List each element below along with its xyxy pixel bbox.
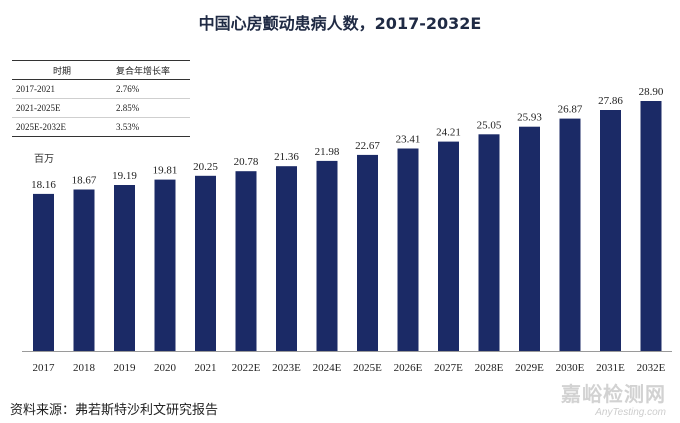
cagr-period: 2017-2021	[12, 79, 112, 99]
watermark-en: AnyTesting.com	[595, 407, 666, 418]
cagr-table-row: 2017-2021 2.76%	[12, 79, 190, 99]
data-label: 19.19	[112, 170, 137, 182]
bar-2023E	[276, 166, 297, 351]
x-tick-label: 2026E	[394, 362, 423, 374]
x-tick-label: 2032E	[637, 362, 666, 374]
cagr-period: 2021-2025E	[12, 98, 112, 118]
bar-2022E	[235, 171, 257, 351]
data-label: 25.05	[477, 119, 502, 131]
data-label: 25.93	[517, 112, 542, 124]
x-tick-label: 2018	[73, 362, 96, 374]
bar-2019	[114, 185, 135, 351]
data-label: 28.90	[639, 86, 664, 98]
bar-2027E	[438, 141, 459, 351]
cagr-table-row: 2021-2025E 2.85%	[12, 98, 190, 118]
bar-2018	[73, 189, 95, 351]
x-tick-label: 2025E	[353, 362, 382, 374]
data-label: 21.98	[315, 146, 340, 158]
x-tick-label: 2031E	[596, 362, 625, 374]
cagr-table: 时期 复合年增长率 2017-2021 2.76% 2021-2025E 2.8…	[12, 60, 190, 137]
watermark-cn: 嘉峪检测网	[561, 382, 666, 406]
cagr-rate: 2.76%	[112, 79, 190, 99]
bar-2017	[33, 193, 54, 351]
data-label: 18.16	[31, 179, 56, 191]
x-tick-label: 2030E	[556, 362, 585, 374]
data-label: 19.81	[153, 165, 178, 177]
data-label: 27.86	[598, 95, 623, 107]
cagr-header-rate: 复合年增长率	[112, 60, 190, 80]
bar-2031E	[600, 110, 621, 351]
cagr-rate: 2.85%	[112, 98, 190, 118]
cagr-table-row: 2025E-2032E 3.53%	[12, 117, 190, 137]
watermark: 嘉峪检测网 AnyTesting.com	[561, 378, 666, 418]
data-label: 24.21	[436, 127, 461, 139]
x-tick-label: 2023E	[272, 362, 301, 374]
x-tick-label: 2024E	[313, 362, 342, 374]
data-label: 20.78	[234, 156, 259, 168]
data-label: 20.25	[193, 161, 218, 173]
data-label: 23.41	[396, 134, 421, 146]
x-tick-label: 2027E	[434, 362, 463, 374]
y-unit-label: 百万	[34, 154, 54, 165]
x-tick-label: 2020	[154, 362, 177, 374]
cagr-rate: 3.53%	[112, 117, 190, 137]
bar-2030E	[559, 118, 581, 351]
x-tick-label: 2019	[114, 362, 137, 374]
bar-2024E	[316, 160, 338, 351]
bar-2028E	[478, 134, 500, 351]
cagr-table-header-row: 时期 复合年增长率	[12, 60, 190, 80]
bar-2026E	[397, 148, 419, 351]
x-tick-label: 2017	[33, 362, 56, 374]
data-label: 21.36	[274, 151, 299, 163]
bar-2025E	[357, 154, 378, 351]
bar-2021	[195, 175, 216, 351]
data-label: 18.67	[72, 175, 97, 187]
x-tick-label: 2022E	[232, 362, 261, 374]
x-tick-label: 2028E	[475, 362, 504, 374]
data-label: 22.67	[355, 140, 380, 152]
data-label: 26.87	[558, 104, 583, 116]
source-note: 资料来源：弗若斯特沙利文研究报告	[10, 403, 219, 418]
bar-2032E	[640, 101, 662, 351]
chart-title: 中国心房颤动患病人数，2017-2032E	[198, 14, 482, 33]
x-tick-label: 2021	[195, 362, 217, 374]
bar-2029E	[519, 126, 540, 351]
cagr-period: 2025E-2032E	[12, 117, 112, 137]
x-tick-label: 2029E	[515, 362, 544, 374]
bar-2020	[154, 179, 176, 351]
cagr-header-period: 时期	[12, 60, 112, 80]
